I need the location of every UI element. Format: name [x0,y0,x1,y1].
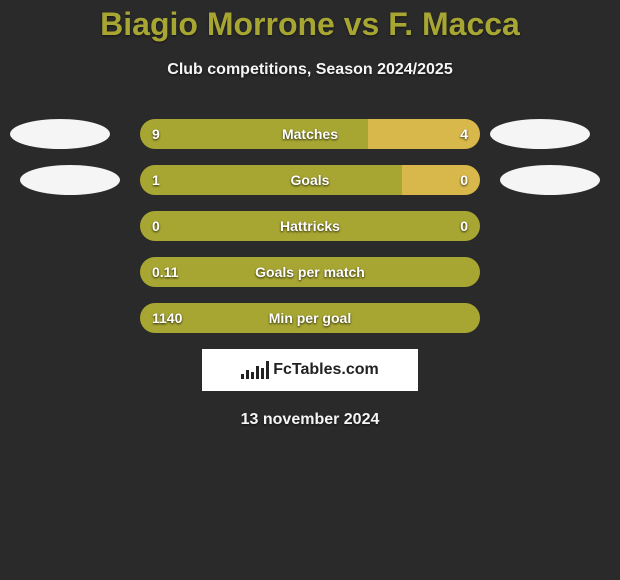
value-left: 1140 [152,303,182,333]
bar-track: 0.11Goals per match [140,257,480,287]
logo-text: FcTables.com [273,361,379,379]
value-right: 0 [460,165,468,195]
bar-left [140,303,480,333]
stat-row: 00Hattricks [0,211,620,241]
bar-left [140,165,402,195]
page-title: Biagio Morrone vs F. Macca [0,0,620,43]
value-left: 0 [152,211,160,241]
value-left: 9 [152,119,160,149]
stat-row: 94Matches [0,119,620,149]
player-right-marker [490,119,590,149]
subtitle: Club competitions, Season 2024/2025 [0,61,620,79]
date-text: 13 november 2024 [0,411,620,429]
bar-right [402,165,480,195]
player-left-marker [10,119,110,149]
bar-track: 10Goals [140,165,480,195]
stat-row: 1140Min per goal [0,303,620,333]
bar-left [140,257,480,287]
bar-left [140,211,480,241]
stat-row: 10Goals [0,165,620,195]
player-right-marker [500,165,600,195]
stat-row: 0.11Goals per match [0,257,620,287]
logo-bars-icon [241,361,269,379]
value-right: 4 [460,119,468,149]
value-left: 1 [152,165,160,195]
logo-box: FcTables.com [202,349,418,391]
bar-left [140,119,368,149]
bar-track: 00Hattricks [140,211,480,241]
value-left: 0.11 [152,257,178,287]
bar-track: 1140Min per goal [140,303,480,333]
value-right: 0 [460,211,468,241]
comparison-chart: 94Matches10Goals00Hattricks0.11Goals per… [0,119,620,333]
player-left-marker [20,165,120,195]
bar-track: 94Matches [140,119,480,149]
